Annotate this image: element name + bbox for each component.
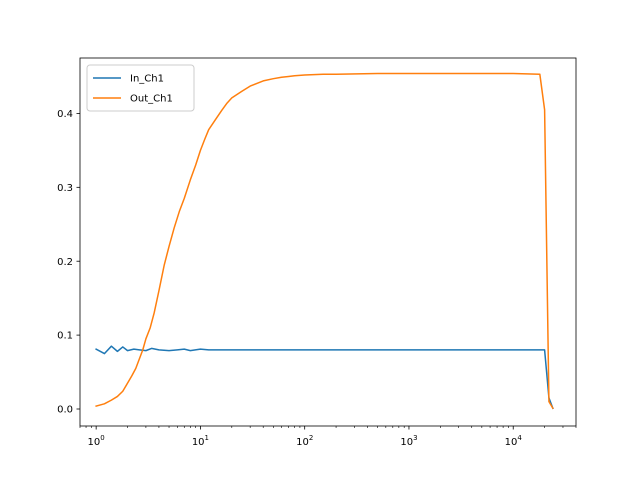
axes-frame (79, 57, 577, 427)
plot-area (95, 72, 554, 410)
x-tick-label: 100 (88, 434, 105, 448)
legend: In_Ch1 Out_Ch1 (86, 64, 195, 112)
x-tick-label: 101 (192, 434, 209, 448)
y-tick-label: 0.1 (57, 331, 73, 342)
legend-label: In_Ch1 (130, 74, 164, 85)
axes: 100 101 102 103 104 0.0 0.1 0.2 0.3 0.4 (57, 57, 577, 448)
x-tick-label: 102 (296, 434, 313, 448)
y-tick-label: 0.3 (57, 183, 73, 194)
legend-label: Out_Ch1 (130, 94, 173, 105)
series-line-in-ch1 (95, 345, 554, 410)
legend-box (86, 64, 195, 112)
y-tick-label: 0.0 (57, 405, 73, 416)
y-tick-label: 0.2 (57, 257, 73, 268)
series-line-out-ch1 (95, 72, 554, 410)
x-tick-label: 103 (400, 434, 417, 448)
x-tick-label: 104 (505, 434, 523, 448)
y-tick-label: 0.4 (57, 109, 73, 120)
